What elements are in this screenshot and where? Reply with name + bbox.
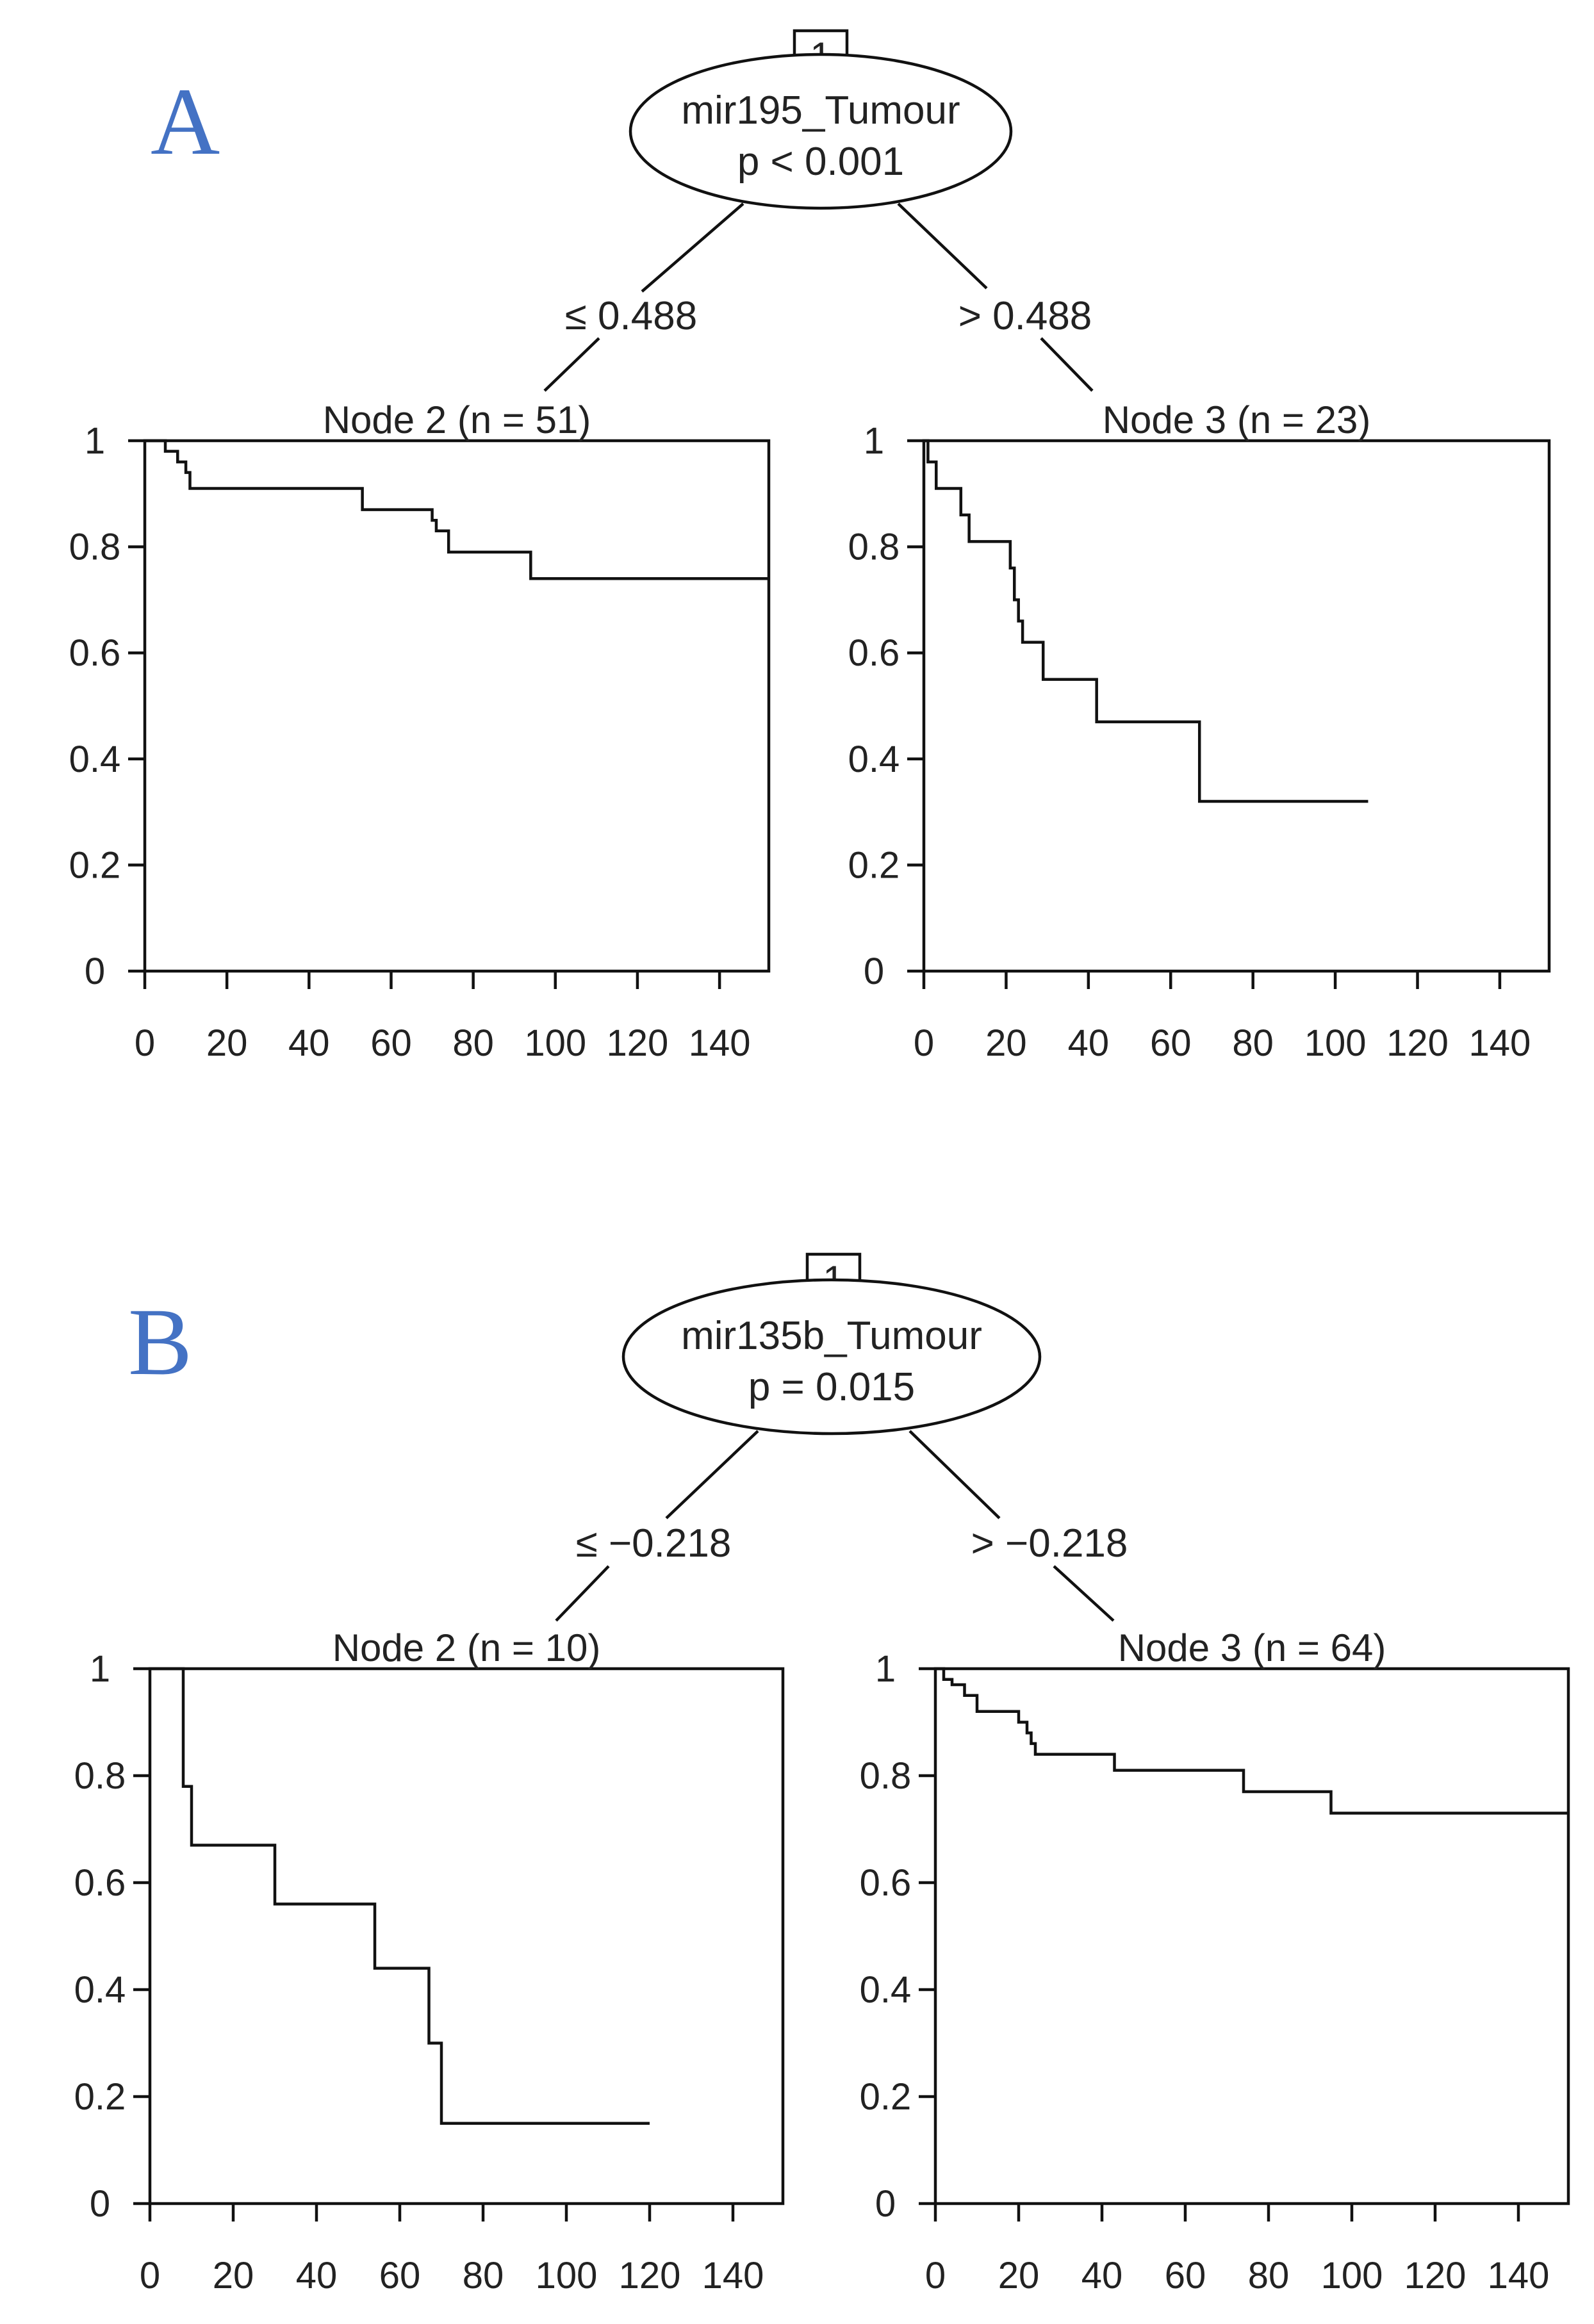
y-tick-label: 0.6 — [848, 632, 900, 674]
x-tick-label: 40 — [1068, 1022, 1110, 1064]
x-tick-label: 120 — [619, 2255, 681, 2296]
y-tick-label: 0.4 — [69, 739, 121, 780]
x-tick-label: 140 — [1488, 2255, 1550, 2296]
km-plot-node-2: Node 2 (n = 10) 0 0.2 0.4 0.6 0.8 1 0 20 40 60 80 10… — [74, 1626, 785, 2296]
x-tick-label: 140 — [702, 2255, 764, 2296]
root-node-ellipse — [629, 53, 1013, 210]
x-tick-label: 40 — [296, 2255, 338, 2296]
x-tick-label: 40 — [1081, 2255, 1123, 2296]
y-tick-label: 1 — [85, 420, 105, 462]
x-tick-label: 60 — [370, 1022, 412, 1064]
y-tick-label: 0.2 — [860, 2076, 912, 2118]
y-tick-label: 0 — [90, 2183, 110, 2225]
y-tick-label: 1 — [90, 1648, 110, 1690]
y-tick-label: 0 — [864, 951, 884, 992]
y-tick-label: 0 — [875, 2183, 896, 2225]
tree-edge — [543, 337, 600, 392]
split-right-label: > −0.218 — [971, 1521, 1128, 1566]
panel-letter: A — [151, 69, 220, 175]
tree-edge — [555, 1565, 610, 1622]
plot-title: Node 3 (n = 23) — [1103, 398, 1371, 441]
x-tick-label: 60 — [1165, 2255, 1206, 2296]
y-tick-label: 0.8 — [74, 1755, 126, 1797]
y-tick-label: 1 — [864, 420, 884, 462]
y-tick-label: 0.6 — [74, 1862, 126, 1904]
plot-title: Node 3 (n = 64) — [1118, 1626, 1386, 1669]
y-tick-label: 0.4 — [860, 1969, 912, 2011]
tree-edge — [897, 202, 988, 290]
x-tick-label: 20 — [213, 2255, 254, 2296]
split-left-label: ≤ −0.218 — [576, 1521, 732, 1566]
x-tick-label: 0 — [140, 2255, 160, 2296]
km-plot-node-2: Node 2 (n = 51) 0 0.2 0.4 0.6 0.8 1 0 20 40 60 80 10… — [69, 398, 771, 1064]
y-tick-label: 0.2 — [69, 844, 121, 886]
x-tick-label: 120 — [1404, 2255, 1467, 2296]
plot-frame — [922, 439, 1551, 973]
plot-title: Node 2 (n = 51) — [323, 398, 591, 441]
km-plot-node-3: Node 3 (n = 64) 0 0.2 0.4 0.6 0.8 1 0 20 40 60 80 10… — [860, 1626, 1570, 2296]
x-tick-label: 120 — [1386, 1022, 1449, 1064]
survival-curve — [924, 439, 1368, 803]
root-p-value: p = 0.015 — [748, 1365, 915, 1409]
x-tick-label: 20 — [998, 2255, 1040, 2296]
plot-frame — [148, 1667, 785, 2205]
survival-curve — [145, 439, 769, 580]
root-node-ellipse — [621, 1278, 1042, 1436]
x-tick-label: 140 — [689, 1022, 751, 1064]
y-tick-label: 0.2 — [848, 844, 900, 886]
tree-edge — [665, 1430, 759, 1519]
panel-letter: B — [128, 1289, 192, 1395]
x-tick-label: 80 — [463, 2255, 504, 2296]
x-tick-label: 0 — [135, 1022, 155, 1064]
y-tick-label: 0.8 — [69, 527, 121, 568]
tree-edge — [908, 1430, 1001, 1519]
y-tick-label: 0.4 — [74, 1969, 126, 2011]
plot-frame — [143, 439, 771, 973]
x-tick-label: 60 — [379, 2255, 421, 2296]
y-tick-label: 1 — [875, 1648, 896, 1690]
y-tick-label: 0.8 — [860, 1755, 912, 1797]
x-tick-label: 80 — [452, 1022, 494, 1064]
y-tick-label: 0.6 — [69, 632, 121, 674]
tree-edge — [1040, 337, 1094, 392]
x-tick-label: 0 — [914, 1022, 934, 1064]
x-tick-label: 20 — [206, 1022, 248, 1064]
tree-edge — [1053, 1565, 1115, 1622]
x-tick-label: 100 — [524, 1022, 586, 1064]
y-tick-label: 0.2 — [74, 2076, 126, 2118]
x-tick-label: 40 — [288, 1022, 330, 1064]
x-tick-label: 60 — [1150, 1022, 1192, 1064]
x-tick-label: 0 — [925, 2255, 946, 2296]
y-tick-label: 0 — [85, 951, 105, 992]
x-tick-label: 100 — [1321, 2255, 1383, 2296]
y-tick-label: 0.8 — [848, 527, 900, 568]
x-tick-label: 20 — [985, 1022, 1027, 1064]
km-plot-node-3: Node 3 (n = 23) 0 0.2 0.4 0.6 0.8 1 0 20 40 60 80 10… — [848, 398, 1551, 1064]
survival-curve — [150, 1667, 650, 2125]
plot-frame — [933, 1667, 1570, 2205]
split-right-label: > 0.488 — [958, 294, 1092, 338]
x-tick-label: 80 — [1232, 1022, 1274, 1064]
root-variable-label: mir195_Tumour — [681, 88, 960, 133]
x-tick-label: 80 — [1248, 2255, 1290, 2296]
x-tick-label: 140 — [1469, 1022, 1531, 1064]
plot-title: Node 2 (n = 10) — [333, 1626, 601, 1669]
y-tick-label: 0.4 — [848, 739, 900, 780]
survival-curve — [935, 1667, 1568, 1815]
y-tick-label: 0.6 — [860, 1862, 912, 1904]
root-p-value: p < 0.001 — [737, 140, 904, 184]
root-variable-label: mir135b_Tumour — [681, 1314, 982, 1358]
x-tick-label: 100 — [1304, 1022, 1367, 1064]
split-left-label: ≤ 0.488 — [565, 294, 697, 338]
tree-edge — [641, 202, 744, 293]
x-tick-label: 120 — [607, 1022, 669, 1064]
x-tick-label: 100 — [536, 2255, 598, 2296]
